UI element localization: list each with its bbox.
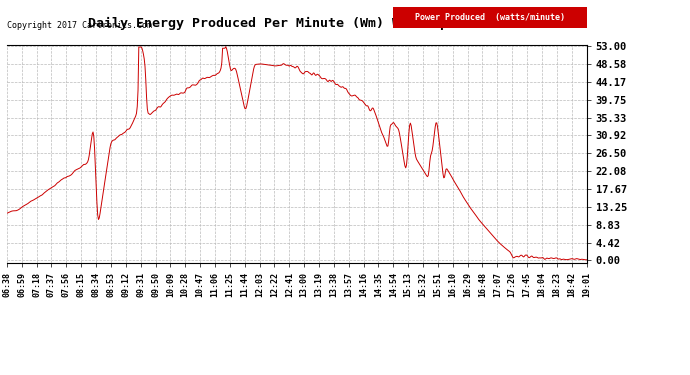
Text: Power Produced  (watts/minute): Power Produced (watts/minute) — [415, 13, 565, 22]
Text: Copyright 2017 Cartronics.com: Copyright 2017 Cartronics.com — [7, 21, 152, 30]
Text: Daily Energy Produced Per Minute (Wm) Wed Sep 13 19:06: Daily Energy Produced Per Minute (Wm) We… — [88, 17, 520, 30]
